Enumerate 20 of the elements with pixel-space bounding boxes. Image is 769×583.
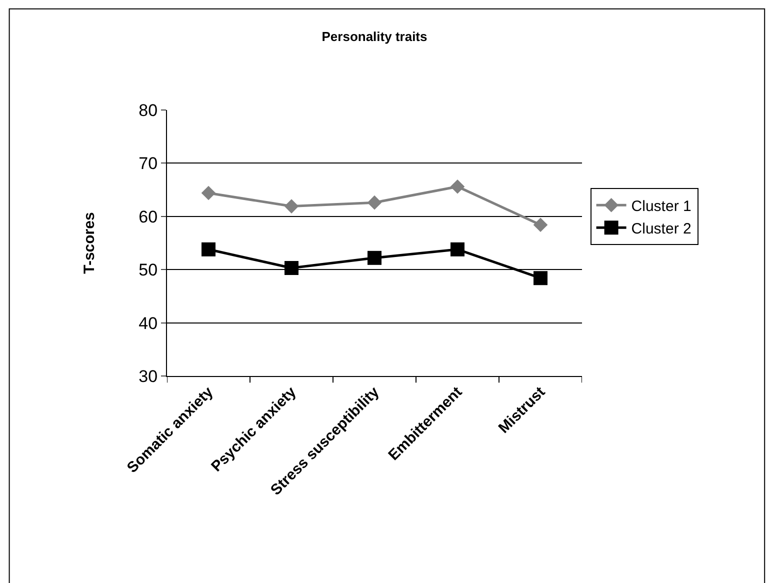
point	[450, 179, 465, 194]
point	[284, 199, 299, 214]
point	[534, 271, 548, 286]
point	[450, 242, 464, 256]
y-tick-label: 70	[138, 154, 158, 174]
chart-title: Personality traits	[322, 29, 428, 44]
y-tick-label: 50	[138, 260, 158, 280]
point	[202, 242, 216, 256]
point	[367, 195, 382, 210]
point	[201, 186, 216, 200]
y-axis-title: T-scores	[80, 212, 98, 274]
legend-label: Cluster 1	[631, 198, 692, 215]
point	[284, 261, 298, 275]
point	[368, 250, 382, 265]
y-tick-label: 80	[138, 100, 158, 120]
y-tick-label: 30	[138, 366, 158, 386]
y-tick-label: 40	[138, 314, 158, 333]
y-tick-label: 60	[138, 207, 158, 226]
legend-label: Cluster 2	[631, 220, 692, 238]
point	[533, 218, 548, 232]
